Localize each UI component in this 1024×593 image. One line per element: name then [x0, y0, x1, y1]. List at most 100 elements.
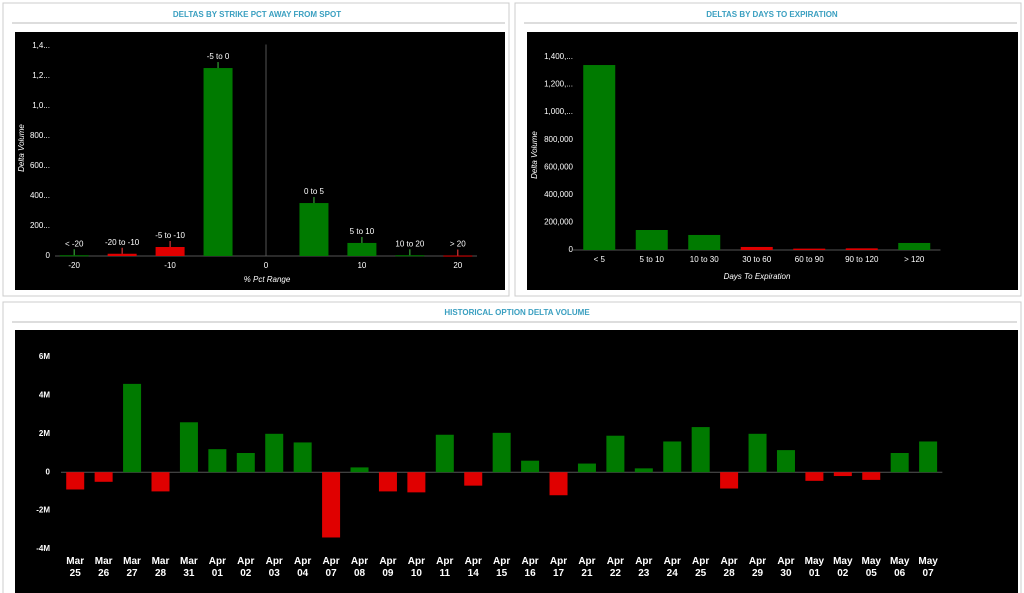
bar — [740, 246, 773, 250]
chart-title: DELTAS BY DAYS TO EXPIRATION — [706, 10, 838, 19]
y-tick-label: 400... — [30, 191, 50, 200]
y-tick-label: 6M — [39, 352, 50, 361]
x-tick-label: May 01 — [804, 556, 825, 579]
bar — [350, 467, 369, 473]
bar — [748, 433, 767, 473]
x-tick-label: Apr 02 — [237, 556, 255, 579]
x-tick-label: May 05 — [861, 556, 881, 579]
x-tick-label: -10 — [164, 261, 176, 270]
x-tick-label: 90 to 120 — [845, 255, 879, 264]
y-tick-label: 400,000 — [544, 190, 573, 199]
x-tick-label: Apr 09 — [379, 556, 397, 579]
bar-label: -20 to -10 — [105, 238, 140, 247]
y-tick-label: 1,0... — [32, 101, 50, 110]
bar — [845, 248, 878, 250]
x-tick-label: Apr 23 — [635, 556, 653, 579]
x-tick-label: Apr 25 — [692, 556, 710, 579]
bar — [395, 255, 425, 257]
bar — [635, 230, 668, 250]
bar — [862, 472, 881, 480]
bar — [407, 472, 426, 493]
y-tick-label: 1,000,... — [544, 107, 573, 116]
bar — [59, 255, 89, 257]
bar — [549, 472, 568, 496]
x-tick-label: May 02 — [833, 556, 853, 579]
bar — [890, 453, 909, 473]
bar — [107, 253, 137, 256]
bar — [123, 383, 142, 473]
x-tick-label: 30 to 60 — [742, 255, 771, 264]
bar — [688, 234, 721, 250]
x-tick-label: Apr 08 — [350, 556, 369, 579]
bar — [793, 248, 826, 250]
bar-label: -5 to 0 — [207, 52, 230, 61]
y-tick-label: 200,000 — [544, 218, 573, 227]
bar — [208, 449, 227, 473]
y-tick-label: -2M — [36, 506, 50, 515]
bar — [347, 242, 377, 256]
bar — [464, 472, 483, 486]
y-tick-label: 200... — [30, 221, 50, 230]
x-tick-label: Apr 14 — [464, 556, 482, 579]
x-tick-label: Mar 31 — [180, 556, 198, 579]
plot-area — [15, 32, 505, 290]
bar — [919, 441, 938, 473]
bar — [151, 472, 170, 492]
x-tick-label: Apr 16 — [521, 556, 539, 579]
y-tick-label: 0 — [569, 245, 574, 254]
x-tick-label: 60 to 90 — [795, 255, 824, 264]
y-tick-label: -4M — [36, 544, 50, 553]
chart-title: HISTORICAL OPTION DELTA VOLUME — [444, 308, 590, 317]
bar — [299, 203, 329, 256]
y-tick-label: 2M — [39, 429, 50, 438]
x-tick-label: < 5 — [594, 255, 606, 264]
bar — [94, 472, 113, 482]
y-tick-label: 800,000 — [544, 135, 573, 144]
x-tick-label: > 120 — [904, 255, 925, 264]
x-tick-label: May 07 — [918, 556, 938, 579]
x-axis-label: Days To Expiration — [724, 272, 791, 281]
x-tick-label: Apr 22 — [606, 556, 624, 579]
bar — [691, 427, 710, 473]
x-tick-label: -20 — [68, 261, 80, 270]
bar-label: > 20 — [450, 240, 466, 249]
bar — [663, 441, 682, 473]
y-axis-label: Delta Volume — [17, 124, 26, 172]
y-tick-label: 800... — [30, 131, 50, 140]
y-tick-label: 1,2... — [32, 71, 50, 80]
bar — [833, 472, 852, 477]
bar — [805, 472, 824, 481]
x-tick-label: Apr 03 — [265, 556, 283, 579]
bar-label: 0 to 5 — [304, 187, 325, 196]
x-tick-label: 10 to 30 — [690, 255, 719, 264]
x-tick-label: Apr 30 — [777, 556, 795, 579]
y-axis-label: Delta Volume — [530, 131, 539, 179]
x-tick-label: Mar 27 — [123, 556, 141, 579]
bar — [155, 247, 185, 256]
y-tick-label: 1,400,... — [544, 52, 573, 61]
x-axis-label: % Pct Range — [244, 275, 291, 284]
bar — [577, 463, 596, 473]
x-tick-label: 10 — [357, 261, 366, 270]
x-tick-label: Mar 26 — [94, 556, 113, 579]
bar — [606, 435, 625, 473]
y-tick-label: 1,4... — [32, 41, 50, 50]
bar — [203, 68, 233, 256]
x-tick-label: Apr 15 — [493, 556, 511, 579]
y-tick-label: 600... — [30, 161, 50, 170]
bar — [776, 450, 795, 473]
x-tick-label: Apr 17 — [549, 556, 568, 579]
bar — [583, 65, 616, 250]
x-tick-label: Apr 29 — [748, 556, 767, 579]
bar — [378, 472, 397, 492]
chart-title: DELTAS BY STRIKE PCT AWAY FROM SPOT — [173, 10, 341, 19]
y-tick-label: 0 — [46, 251, 51, 260]
x-tick-label: Apr 10 — [407, 556, 425, 579]
x-tick-label: May 06 — [889, 556, 910, 579]
x-tick-label: Apr 11 — [436, 556, 454, 579]
x-tick-label: Apr 04 — [294, 556, 312, 579]
x-tick-label: Mar 28 — [151, 556, 170, 579]
x-tick-label: 5 to 10 — [640, 255, 665, 264]
